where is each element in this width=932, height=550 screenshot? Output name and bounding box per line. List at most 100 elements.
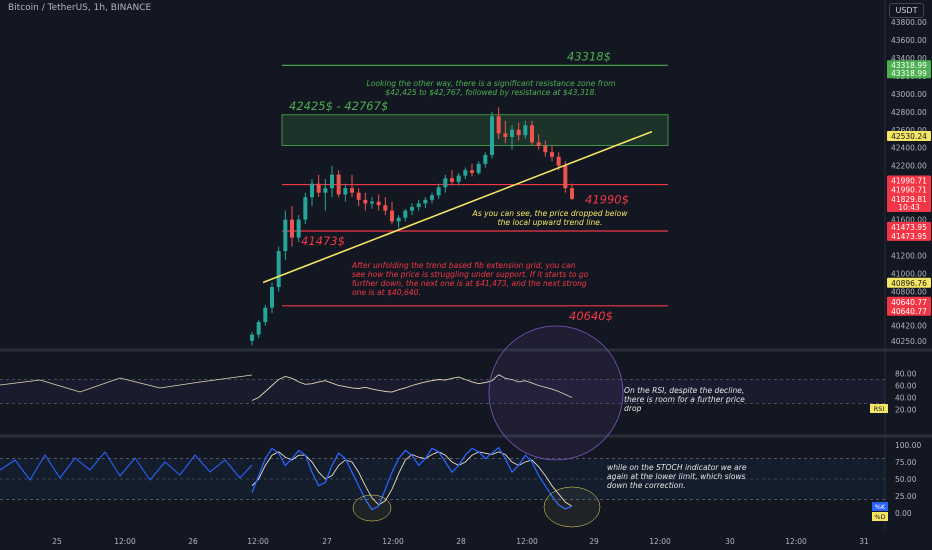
candle-body xyxy=(516,129,521,136)
time-tick-label: 27 xyxy=(322,537,332,546)
candle-body xyxy=(536,142,541,146)
price-tag-label: 10:43 xyxy=(898,203,920,212)
symbol-title: Bitcoin / TetherUS, 1h, BINANCE xyxy=(8,3,152,13)
rsi-tick-label: 60.00 xyxy=(895,382,917,391)
price-tag xyxy=(887,60,931,71)
candle-body xyxy=(270,286,274,308)
price-tag xyxy=(887,305,931,316)
candle-body xyxy=(403,210,408,218)
rsi-band xyxy=(0,379,885,404)
candle-body xyxy=(436,187,441,196)
time-tick-label: 12:00 xyxy=(516,537,538,546)
stoch-tick-label: 25.00 xyxy=(895,492,917,501)
stoch-history-line xyxy=(0,451,253,481)
candle-body xyxy=(483,154,488,164)
time-tick-label: 28 xyxy=(456,537,466,546)
price-tag xyxy=(887,131,931,142)
candle-body xyxy=(370,201,374,204)
candle-body xyxy=(303,197,308,220)
candle-body xyxy=(530,125,534,143)
price-tick-label: 43000.00 xyxy=(891,90,927,99)
candle-body xyxy=(310,183,314,198)
candle-body xyxy=(290,219,294,238)
candle-body xyxy=(410,207,414,211)
price-tag-label: 42530.24 xyxy=(891,132,927,141)
candle-body xyxy=(543,145,548,153)
price-tick-label: 41200.00 xyxy=(891,252,927,261)
time-tick-label: 12:00 xyxy=(114,537,136,546)
price-tick-label: 41000.00 xyxy=(891,269,927,278)
price-tick-label: 43400.00 xyxy=(891,54,927,63)
candle-body xyxy=(476,163,481,173)
level-label-43318: 43318$ xyxy=(567,49,611,63)
stoch-tick-label: 0.00 xyxy=(895,509,912,518)
price-tag-label: 41990.71 xyxy=(891,186,927,195)
price-tag-label: 40640.77 xyxy=(891,307,927,316)
price-tag xyxy=(887,175,931,186)
candle-body xyxy=(376,201,381,206)
candle-body xyxy=(396,217,401,222)
price-tag xyxy=(887,230,931,241)
trendline-annotation: As you can see, the price dropped below … xyxy=(472,209,628,227)
time-tick-label: 26 xyxy=(188,537,198,546)
price-tick-label: 41600.00 xyxy=(891,216,927,225)
candle-body xyxy=(276,251,281,287)
resistance-annotation: Looking the other way, there is a signif… xyxy=(366,79,616,97)
stoch-k-tag xyxy=(872,502,888,511)
stoch-tick-label: 75.00 xyxy=(895,458,917,467)
stoch-d-tag-label: %D xyxy=(874,513,885,521)
candle-body xyxy=(463,170,468,176)
price-tick-label: 42600.00 xyxy=(891,126,927,135)
price-tick-label: 42800.00 xyxy=(891,108,927,117)
level-label-41473: 41473$ xyxy=(301,234,345,248)
candle-body xyxy=(510,129,514,137)
candle-body xyxy=(456,175,461,182)
time-tick-label: 12:00 xyxy=(649,537,671,546)
stoch-annotation: while on the STOCH indicator we are agai… xyxy=(607,463,747,490)
fib-annotation: After unfolding the trend based fib exte… xyxy=(352,261,589,297)
price-tag xyxy=(887,277,931,288)
candle-body xyxy=(496,116,501,134)
price-tick-label: 43800.00 xyxy=(891,18,927,27)
candle-body xyxy=(256,321,261,335)
price-tag-label: 41473.95 xyxy=(891,232,927,241)
price-tick-label: 40250.00 xyxy=(891,337,927,346)
trendline xyxy=(262,130,653,284)
time-tick-label: 29 xyxy=(589,537,599,546)
level-label-40640: 40640$ xyxy=(569,309,613,323)
price-tag-label: 41473.95 xyxy=(891,223,927,232)
price-tick-label: 43600.00 xyxy=(891,36,927,45)
candle-body xyxy=(503,133,508,137)
candle-body xyxy=(550,152,554,157)
stoch-k-line xyxy=(251,446,573,511)
candle-body xyxy=(430,195,434,200)
price-tag-label: 41829.81 xyxy=(891,195,927,204)
price-tick-label: 40420.00 xyxy=(891,322,927,331)
price-tag xyxy=(887,68,931,79)
price-tag-label: 40640.77 xyxy=(891,298,927,307)
stoch-highlight-circle-2 xyxy=(543,486,601,528)
time-tick-label: 12:00 xyxy=(785,537,807,546)
candle-body xyxy=(336,174,341,195)
candle-body xyxy=(316,183,321,193)
price-tag xyxy=(887,201,931,212)
rsi-series-line xyxy=(251,374,573,401)
price-tag xyxy=(887,221,931,232)
candle-body xyxy=(563,165,568,189)
price-tag xyxy=(887,193,931,204)
time-tick-label: 12:00 xyxy=(247,537,269,546)
stoch-band xyxy=(0,458,885,500)
stoch-d-tag xyxy=(872,512,888,521)
candle-body xyxy=(423,199,428,204)
resistance-zone xyxy=(281,114,669,146)
currency-button[interactable]: USDT xyxy=(889,3,924,18)
level-label-41990: 41990$ xyxy=(585,193,629,207)
rsi-tag-label: RSI xyxy=(874,405,885,413)
price-tag-label: 43318.99 xyxy=(891,69,927,78)
stoch-tick-label: 50.00 xyxy=(895,475,917,484)
time-tick-label: 12:00 xyxy=(382,537,404,546)
candle-body xyxy=(250,334,254,341)
rsi-tag xyxy=(870,404,888,413)
stoch-highlight-circle-1 xyxy=(352,494,392,522)
